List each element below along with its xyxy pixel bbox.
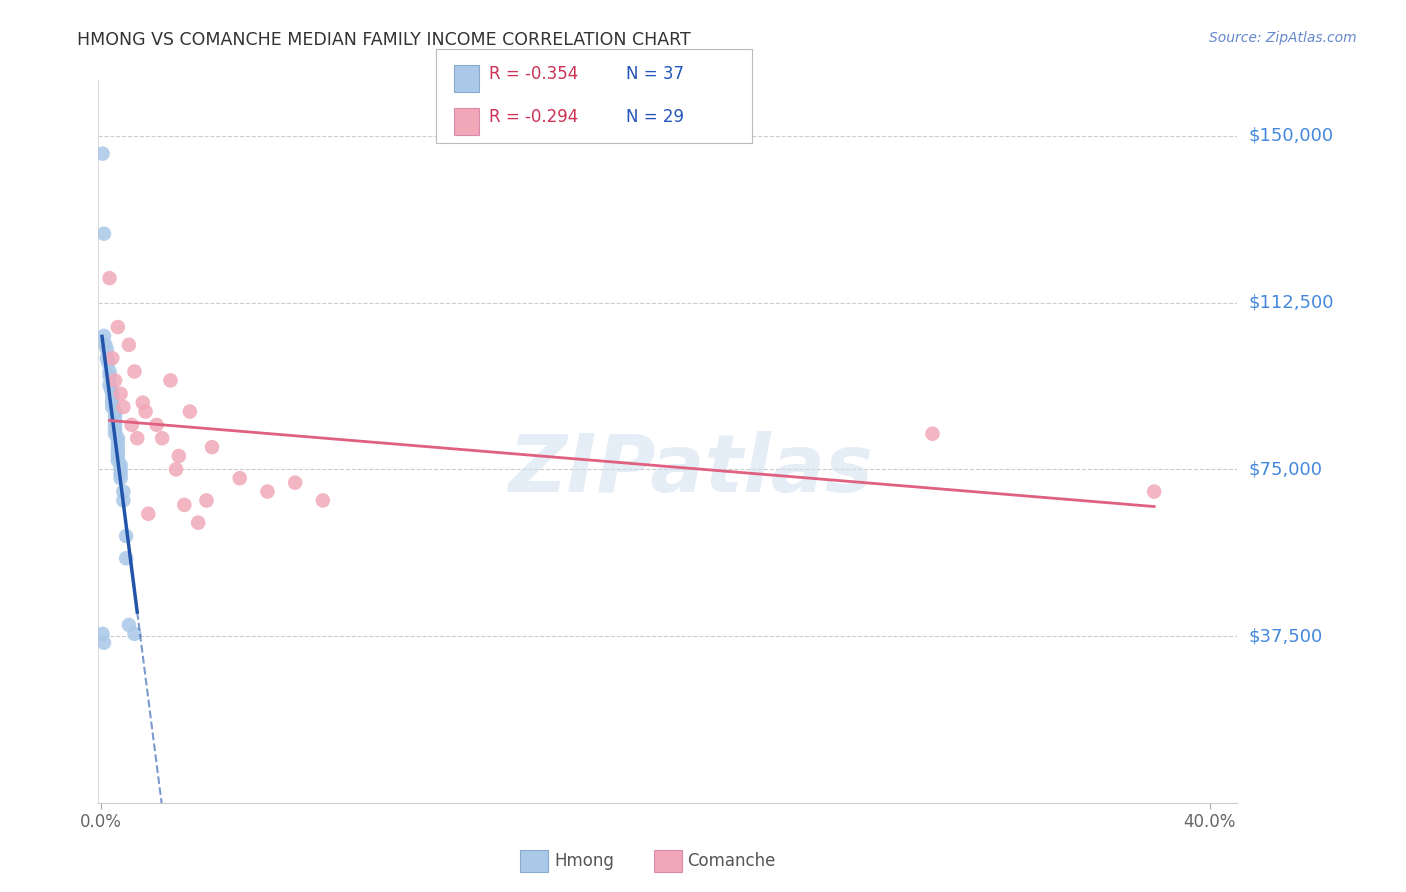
Point xyxy=(145,417,167,432)
Point xyxy=(107,320,129,334)
Point xyxy=(115,551,138,566)
Point xyxy=(104,417,127,432)
Point xyxy=(101,386,124,401)
Point xyxy=(118,618,141,632)
Point xyxy=(101,391,124,405)
Point xyxy=(107,431,129,445)
Point xyxy=(107,435,129,450)
Point xyxy=(98,364,121,378)
Point xyxy=(104,404,127,418)
Point xyxy=(132,395,155,409)
Text: N = 29: N = 29 xyxy=(626,108,683,126)
Point xyxy=(124,627,146,641)
Text: Source: ZipAtlas.com: Source: ZipAtlas.com xyxy=(1209,31,1357,45)
Point xyxy=(201,440,224,454)
Point xyxy=(124,364,146,378)
Point xyxy=(104,426,127,441)
Point xyxy=(104,422,127,436)
Point xyxy=(165,462,187,476)
Point xyxy=(179,404,201,418)
Text: N = 37: N = 37 xyxy=(626,65,683,83)
Point xyxy=(256,484,278,499)
Text: R = -0.354: R = -0.354 xyxy=(489,65,578,83)
Point xyxy=(101,400,124,414)
Point xyxy=(93,227,115,241)
Point xyxy=(121,417,143,432)
Text: $37,500: $37,500 xyxy=(1249,627,1323,645)
Text: Comanche: Comanche xyxy=(688,852,776,871)
Point xyxy=(115,529,138,543)
Point xyxy=(107,440,129,454)
Point xyxy=(110,462,132,476)
Point xyxy=(229,471,252,485)
Text: $150,000: $150,000 xyxy=(1249,127,1333,145)
Point xyxy=(112,400,135,414)
Point xyxy=(110,471,132,485)
Point xyxy=(136,507,159,521)
Point xyxy=(98,377,121,392)
Point xyxy=(91,627,114,641)
Point xyxy=(150,431,173,445)
Point xyxy=(98,271,121,285)
Point xyxy=(173,498,195,512)
Point xyxy=(110,458,132,472)
Point xyxy=(104,413,127,427)
Point xyxy=(110,467,132,481)
Point xyxy=(112,493,135,508)
Point xyxy=(118,338,141,352)
Point xyxy=(91,146,114,161)
Point xyxy=(127,431,149,445)
Point xyxy=(100,382,122,396)
Point xyxy=(159,373,181,387)
Point xyxy=(97,356,120,370)
Point xyxy=(104,409,127,423)
Point xyxy=(101,351,124,366)
Point xyxy=(101,395,124,409)
Text: R = -0.294: R = -0.294 xyxy=(489,108,578,126)
Point xyxy=(107,449,129,463)
Point xyxy=(94,338,117,352)
Text: HMONG VS COMANCHE MEDIAN FAMILY INCOME CORRELATION CHART: HMONG VS COMANCHE MEDIAN FAMILY INCOME C… xyxy=(77,31,692,49)
Point xyxy=(284,475,307,490)
Point xyxy=(187,516,209,530)
Text: ZIPatlas: ZIPatlas xyxy=(508,432,873,509)
Text: Hmong: Hmong xyxy=(554,852,614,871)
Text: $75,000: $75,000 xyxy=(1249,460,1323,478)
Point xyxy=(104,373,127,387)
Point xyxy=(93,636,115,650)
Point xyxy=(110,386,132,401)
Point xyxy=(1143,484,1166,499)
Point xyxy=(107,453,129,467)
Point xyxy=(167,449,190,463)
Point xyxy=(195,493,218,508)
Point xyxy=(98,368,121,383)
Point xyxy=(135,404,157,418)
Point xyxy=(921,426,943,441)
Text: $112,500: $112,500 xyxy=(1249,293,1334,311)
Point xyxy=(112,484,135,499)
Point xyxy=(107,444,129,458)
Point xyxy=(96,351,118,366)
Point xyxy=(312,493,335,508)
Point xyxy=(96,343,118,357)
Point xyxy=(93,329,115,343)
